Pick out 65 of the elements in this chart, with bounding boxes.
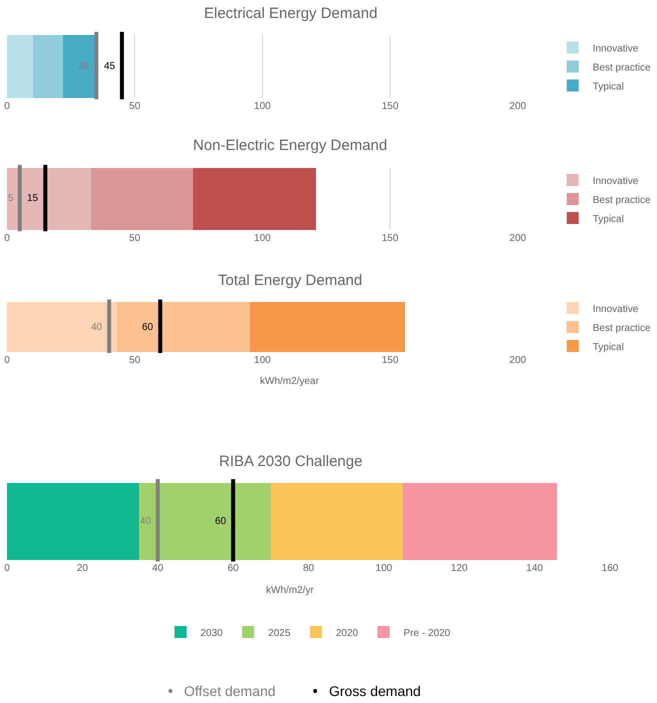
legend-label: Pre - 2020 xyxy=(404,628,451,639)
x-tick-label: 50 xyxy=(129,233,141,244)
legend-label: 2020 xyxy=(336,628,359,639)
bar xyxy=(271,483,403,560)
legend-label: Typical xyxy=(592,342,624,353)
ref-line-label: 45 xyxy=(104,61,116,72)
x-tick-label: 160 xyxy=(602,563,619,574)
text: Offset demand xyxy=(184,683,276,699)
chart-title: RIBA 2030 Challenge xyxy=(219,453,362,470)
ref-line-label: 35 xyxy=(78,61,90,72)
bar xyxy=(7,35,33,98)
x-tick-label: 60 xyxy=(228,563,240,574)
x-tick-label: 100 xyxy=(254,233,272,244)
ref-line-label: 5 xyxy=(8,193,14,204)
x-tick-label: 200 xyxy=(509,101,527,112)
legend-label: 2025 xyxy=(268,628,291,639)
x-axis-title: kWh/m2/year xyxy=(260,376,320,387)
chart-title: Non-Electric Energy Demand xyxy=(193,137,388,154)
x-tick-label: 50 xyxy=(129,355,141,366)
bar xyxy=(63,35,96,98)
legend-label: Typical xyxy=(592,81,624,92)
legend-label: Innovative xyxy=(592,176,639,187)
chart-title: Total Energy Demand xyxy=(218,272,362,289)
x-tick-label: 100 xyxy=(254,355,272,366)
x-tick-label: 50 xyxy=(129,101,141,112)
x-tick-label: 0 xyxy=(4,563,10,574)
legend-label: 2030 xyxy=(200,628,224,639)
legend-label: Best practice xyxy=(592,62,651,74)
x-tick-label: 100 xyxy=(376,563,393,574)
x-tick-label: 150 xyxy=(382,233,399,244)
x-tick-label: 0 xyxy=(4,355,10,366)
x-tick-label: 150 xyxy=(382,101,399,112)
legend-label: Best practice xyxy=(592,322,651,334)
legend-label: Innovative xyxy=(592,304,639,315)
bar xyxy=(193,168,316,230)
x-tick-label: 140 xyxy=(526,563,544,574)
ref-line-label: 15 xyxy=(27,193,39,204)
ref-line-label: 60 xyxy=(215,516,227,527)
legend-label: Typical xyxy=(592,214,624,225)
bar xyxy=(33,35,63,98)
text: Gross demand xyxy=(329,683,421,699)
x-tick-label: 200 xyxy=(509,355,527,366)
bar xyxy=(7,483,139,560)
ref-line-label: 60 xyxy=(142,322,154,333)
x-tick-label: 0 xyxy=(4,101,10,112)
x-tick-label: 100 xyxy=(254,101,272,112)
x-tick-label: 20 xyxy=(76,563,88,574)
bar xyxy=(7,302,117,352)
bar xyxy=(250,302,405,352)
x-tick-label: 0 xyxy=(4,233,10,244)
bar xyxy=(91,168,193,230)
x-axis-title: kWh/m2/yr xyxy=(266,585,314,596)
chart-title: Electrical Energy Demand xyxy=(204,5,378,22)
bar xyxy=(139,483,271,560)
legend-label: Innovative xyxy=(592,43,639,54)
bar xyxy=(117,302,250,352)
x-tick-label: 150 xyxy=(382,355,399,366)
x-tick-label: 120 xyxy=(450,563,468,574)
x-tick-label: 80 xyxy=(302,563,314,574)
ref-line-label: 40 xyxy=(91,322,103,333)
legend-label: Best practice xyxy=(592,194,651,206)
x-tick-label: 200 xyxy=(509,233,527,244)
x-tick-label: 40 xyxy=(152,563,164,574)
ref-line-label: 40 xyxy=(140,516,152,527)
bar xyxy=(403,483,557,560)
